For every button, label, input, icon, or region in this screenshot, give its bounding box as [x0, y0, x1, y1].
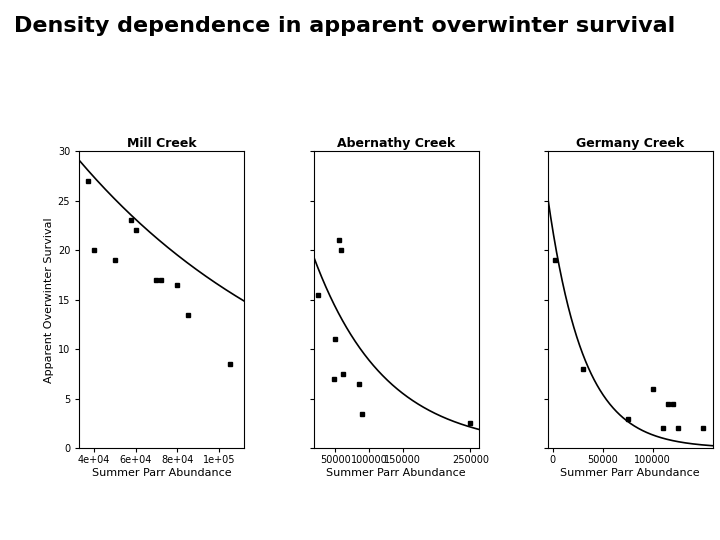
Title: Mill Creek: Mill Creek	[127, 137, 197, 150]
Y-axis label: Apparent Overwinter Survival: Apparent Overwinter Survival	[43, 217, 53, 382]
X-axis label: Summer Parr Abundance: Summer Parr Abundance	[92, 468, 232, 478]
Title: Abernathy Creek: Abernathy Creek	[337, 137, 455, 150]
X-axis label: Summer Parr Abundance: Summer Parr Abundance	[326, 468, 466, 478]
X-axis label: Summer Parr Abundance: Summer Parr Abundance	[560, 468, 700, 478]
Title: Germany Creek: Germany Creek	[576, 137, 685, 150]
Text: Density dependence in apparent overwinter survival: Density dependence in apparent overwinte…	[14, 16, 675, 36]
